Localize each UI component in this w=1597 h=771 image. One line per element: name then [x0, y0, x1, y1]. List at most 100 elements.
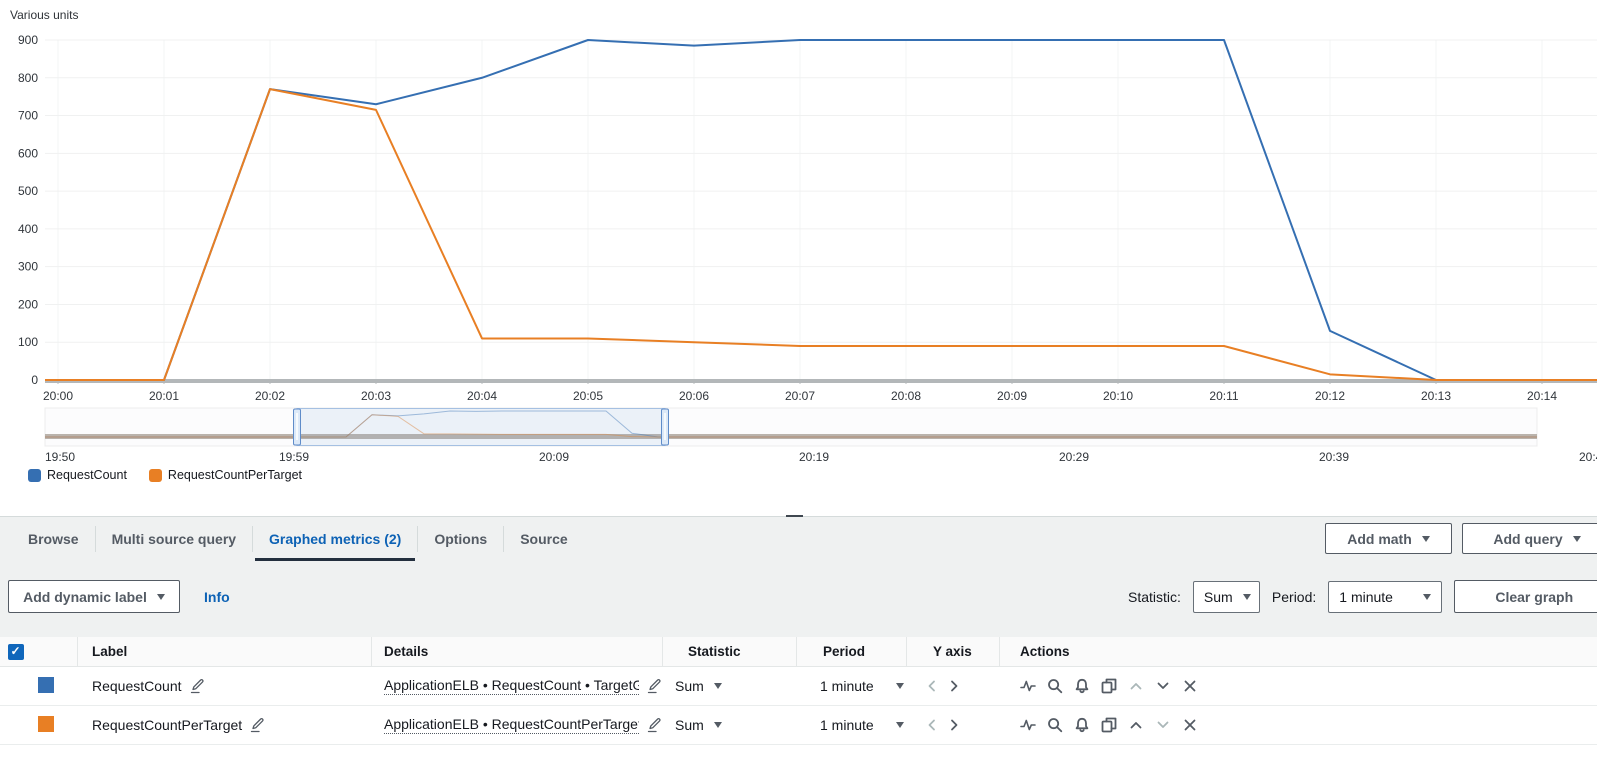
tab-bar: Browse Multi source query Graphed metric…: [0, 517, 1597, 561]
view-metric-icon[interactable]: [1020, 717, 1036, 733]
create-alarm-bell-icon[interactable]: [1074, 717, 1090, 733]
tab-options[interactable]: Options: [434, 531, 488, 547]
edit-details-icon[interactable]: [647, 717, 663, 733]
row-period-select[interactable]: 1 minute: [797, 717, 907, 733]
select-all-checkbox[interactable]: [8, 643, 24, 660]
row-period-value: 1 minute: [820, 678, 874, 694]
edit-label-icon[interactable]: [250, 717, 266, 733]
row-statistic-select[interactable]: Sum: [663, 717, 797, 733]
metric-label: RequestCount: [92, 678, 182, 694]
statistic-value: Sum: [1203, 588, 1233, 605]
metric-details-link[interactable]: ApplicationELB • RequestCountPerTarget: [384, 716, 639, 734]
x-axis-tick-labels: 20:00 20:01 20:02 20:03 20:04 20:05 20:06 20:07…: [43, 389, 1557, 403]
yaxis-left-icon: [925, 678, 939, 694]
legend-item-requestcount[interactable]: RequestCount: [28, 468, 127, 482]
metric-color-swatch[interactable]: [38, 715, 54, 732]
svg-text:600: 600: [18, 146, 38, 160]
svg-text:20:08: 20:08: [891, 389, 921, 403]
svg-text:20:00: 20:00: [43, 389, 73, 403]
add-query-label: Add query: [1493, 530, 1563, 547]
period-label: Period:: [1271, 588, 1317, 605]
yaxis-right-icon[interactable]: [947, 678, 961, 694]
legend-label: RequestCount: [47, 468, 127, 482]
tab-graphed-metrics[interactable]: Graphed metrics (2): [253, 517, 417, 561]
add-dynamic-label-button[interactable]: Add dynamic label: [8, 580, 180, 613]
chevron-down-icon: [713, 683, 722, 689]
legend-item-requestcountpertarget[interactable]: RequestCountPerTarget: [148, 468, 302, 482]
y-axis-tick-labels: 0 100 200 300 400 500 600 700 800 900: [18, 33, 38, 387]
svg-text:20:19: 20:19: [799, 450, 829, 464]
svg-text:500: 500: [18, 184, 38, 198]
svg-text:300: 300: [18, 260, 38, 274]
chart-legend: RequestCount RequestCountPerTarget: [28, 468, 302, 482]
tab-browse[interactable]: Browse: [28, 531, 79, 547]
tab-separator: [503, 526, 505, 552]
move-up-icon: [1128, 678, 1144, 694]
duplicate-icon[interactable]: [1101, 678, 1117, 694]
chevron-down-icon: [895, 683, 904, 689]
row-statistic-value: Sum: [675, 678, 704, 694]
svg-text:20:39: 20:39: [1319, 450, 1349, 464]
metric-details-link[interactable]: ApplicationELB • RequestCount • TargetG: [384, 677, 639, 695]
row-statistic-select[interactable]: Sum: [663, 678, 797, 694]
svg-text:20:06: 20:06: [679, 389, 709, 403]
info-link[interactable]: Info: [204, 588, 230, 605]
clear-graph-button[interactable]: Clear graph: [1454, 580, 1597, 613]
svg-text:20:07: 20:07: [785, 389, 815, 403]
add-query-button[interactable]: Add query: [1462, 523, 1597, 554]
row-period-select[interactable]: 1 minute: [797, 678, 907, 694]
legend-swatch-blue: [28, 468, 41, 482]
period-value: 1 minute: [1339, 588, 1393, 605]
add-math-button[interactable]: Add math: [1325, 523, 1452, 554]
timeline-baseline: [45, 434, 1537, 439]
yaxis-right-icon[interactable]: [947, 717, 961, 733]
series-line-RequestCountPerTarget: [45, 88, 1597, 381]
move-down-icon: [1155, 717, 1171, 733]
timeline-selection[interactable]: [296, 408, 666, 446]
clear-graph-label: Clear graph: [1495, 588, 1574, 605]
column-header-details: Details: [372, 637, 663, 666]
chevron-down-icon: [713, 722, 722, 728]
legend-swatch-orange: [148, 468, 162, 482]
svg-text:20:49: 20:49: [1579, 450, 1597, 464]
timeline-labels: 19:50 19:59 20:09 20:19 20:29 20:39 20:49: [45, 450, 1597, 464]
edit-label-icon[interactable]: [190, 678, 206, 694]
metrics-toolbar: Add dynamic label Info Statistic: Sum Pe…: [0, 580, 1597, 616]
svg-text:20:12: 20:12: [1315, 389, 1345, 403]
chevron-down-icon: [1421, 535, 1430, 542]
svg-text:19:50: 19:50: [45, 450, 75, 464]
timeline-track[interactable]: [44, 407, 1538, 447]
svg-text:400: 400: [18, 222, 38, 236]
svg-text:800: 800: [18, 71, 38, 85]
duplicate-icon[interactable]: [1101, 717, 1117, 733]
svg-text:0: 0: [31, 373, 38, 387]
svg-text:20:04: 20:04: [467, 389, 497, 403]
remove-icon[interactable]: [1182, 678, 1198, 694]
zoom-icon[interactable]: [1047, 717, 1063, 733]
period-select[interactable]: 1 minute: [1328, 580, 1443, 613]
tab-multi-source-query[interactable]: Multi source query: [111, 531, 237, 547]
tab-source[interactable]: Source: [520, 531, 568, 547]
svg-text:900: 900: [18, 33, 38, 47]
view-metric-icon[interactable]: [1020, 678, 1036, 694]
tab-separator: [94, 526, 96, 552]
edit-details-icon[interactable]: [647, 678, 663, 694]
chart-section: 0 100 200 300 400 500 600 700 800 900 20:00 20:01 20…: [0, 0, 1597, 482]
create-alarm-bell-icon[interactable]: [1074, 678, 1090, 694]
remove-icon[interactable]: [1182, 717, 1198, 733]
move-down-icon[interactable]: [1155, 678, 1171, 694]
metrics-panel: Browse Multi source query Graphed metric…: [0, 517, 1597, 771]
svg-text:20:14: 20:14: [1527, 389, 1557, 403]
chevron-down-icon: [895, 722, 904, 728]
graphed-metrics-table: Label Details Statistic Period Y axis Ac…: [0, 637, 1597, 771]
statistic-select[interactable]: Sum: [1192, 580, 1260, 613]
svg-text:19:59: 19:59: [279, 450, 309, 464]
metric-color-swatch[interactable]: [38, 676, 54, 693]
move-up-icon[interactable]: [1128, 717, 1144, 733]
chevron-down-icon: [1423, 593, 1432, 600]
svg-text:100: 100: [18, 335, 38, 349]
zoom-icon[interactable]: [1047, 678, 1063, 694]
yaxis-left-icon: [925, 717, 939, 733]
